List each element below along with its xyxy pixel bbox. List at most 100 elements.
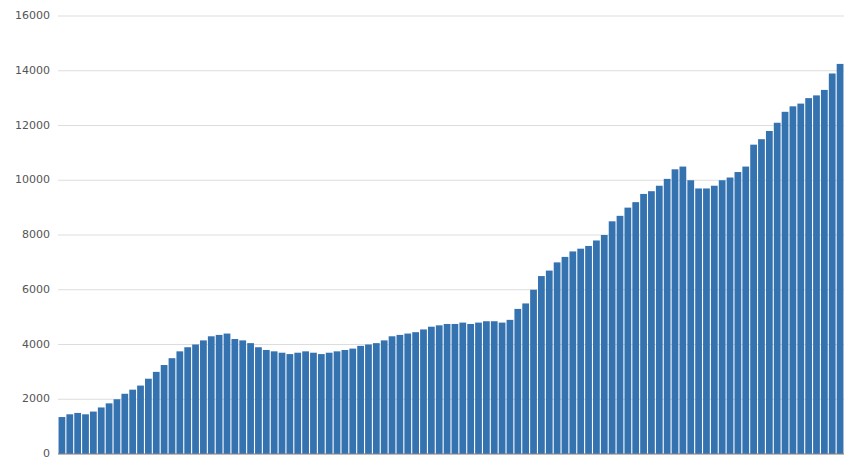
bar xyxy=(687,180,694,454)
bar xyxy=(428,327,435,454)
bar xyxy=(334,351,341,454)
y-tick-label: 2000 xyxy=(22,392,50,405)
bar xyxy=(59,417,66,454)
bar xyxy=(294,353,301,454)
bar xyxy=(656,186,663,454)
bar xyxy=(593,240,600,454)
bar xyxy=(475,323,482,454)
bar xyxy=(302,351,309,454)
bar xyxy=(176,351,183,454)
bar xyxy=(326,353,333,454)
bar xyxy=(648,191,655,454)
y-tick-label: 0 xyxy=(43,447,50,460)
bar xyxy=(750,145,757,454)
chart-svg: 0200040006000800010000120001400016000 xyxy=(0,0,856,476)
bar xyxy=(224,334,231,454)
bar xyxy=(711,186,718,454)
bar xyxy=(538,276,545,454)
bar xyxy=(397,335,404,454)
grid-line xyxy=(58,70,844,71)
bar xyxy=(279,353,286,454)
bar xyxy=(821,90,828,454)
bar xyxy=(192,345,199,455)
bar xyxy=(758,139,765,454)
chart-container: 0200040006000800010000120001400016000 xyxy=(0,0,856,476)
bar xyxy=(82,414,89,454)
bar xyxy=(499,323,506,454)
y-tick-label: 14000 xyxy=(15,64,50,77)
bar xyxy=(208,336,215,454)
bar xyxy=(106,403,113,454)
bar xyxy=(263,350,270,454)
bar xyxy=(381,340,388,454)
bar xyxy=(467,324,474,454)
bar xyxy=(365,345,372,455)
bar xyxy=(169,358,176,454)
bar xyxy=(286,354,293,454)
bar xyxy=(137,386,144,454)
bar xyxy=(774,123,781,454)
bar xyxy=(491,321,498,454)
bar xyxy=(452,324,459,454)
bar xyxy=(805,98,812,454)
bar xyxy=(66,414,73,454)
bar xyxy=(585,246,592,454)
bar xyxy=(271,351,278,454)
bar xyxy=(507,320,514,454)
bar xyxy=(129,390,136,454)
bar xyxy=(373,343,380,454)
bar xyxy=(617,216,624,454)
bar xyxy=(239,340,246,454)
grid-line xyxy=(58,289,844,290)
y-tick-label: 6000 xyxy=(22,283,50,296)
grid-line xyxy=(58,235,844,236)
x-axis-line xyxy=(58,454,844,455)
bar xyxy=(231,339,238,454)
bar xyxy=(522,303,529,454)
bar xyxy=(114,399,121,454)
bar xyxy=(782,112,789,454)
bar xyxy=(695,188,702,454)
bar xyxy=(703,188,710,454)
y-tick-label: 8000 xyxy=(22,228,50,241)
y-tick-label: 16000 xyxy=(15,9,50,22)
bar xyxy=(342,350,349,454)
bar xyxy=(719,180,726,454)
bar xyxy=(546,271,553,454)
bar xyxy=(459,323,466,454)
y-tick-label: 4000 xyxy=(22,338,50,351)
bar xyxy=(349,349,356,454)
grid-line xyxy=(58,454,844,455)
grid-line xyxy=(58,344,844,345)
bar xyxy=(357,346,364,454)
bar xyxy=(255,347,262,454)
bar xyxy=(609,221,616,454)
bar xyxy=(530,290,537,454)
grid-line xyxy=(58,125,844,126)
bar xyxy=(562,257,569,454)
bar xyxy=(153,372,160,454)
bar xyxy=(514,309,521,454)
bar xyxy=(184,347,191,454)
bar xyxy=(766,131,773,454)
bars xyxy=(59,64,844,454)
bar xyxy=(624,208,631,454)
y-axis: 0200040006000800010000120001400016000 xyxy=(15,9,50,460)
bar xyxy=(742,167,749,454)
bar xyxy=(310,353,317,454)
y-tick-label: 10000 xyxy=(15,173,50,186)
bar xyxy=(404,334,411,454)
bar xyxy=(90,412,97,454)
bar xyxy=(420,329,427,454)
bar xyxy=(74,413,81,454)
bar xyxy=(98,407,105,454)
bar xyxy=(389,336,396,454)
bar xyxy=(161,365,168,454)
bar xyxy=(412,332,419,454)
bar xyxy=(727,178,734,454)
bar xyxy=(483,321,490,454)
grid-line xyxy=(58,180,844,181)
bar xyxy=(121,394,128,454)
bar xyxy=(640,194,647,454)
bar xyxy=(145,379,152,454)
